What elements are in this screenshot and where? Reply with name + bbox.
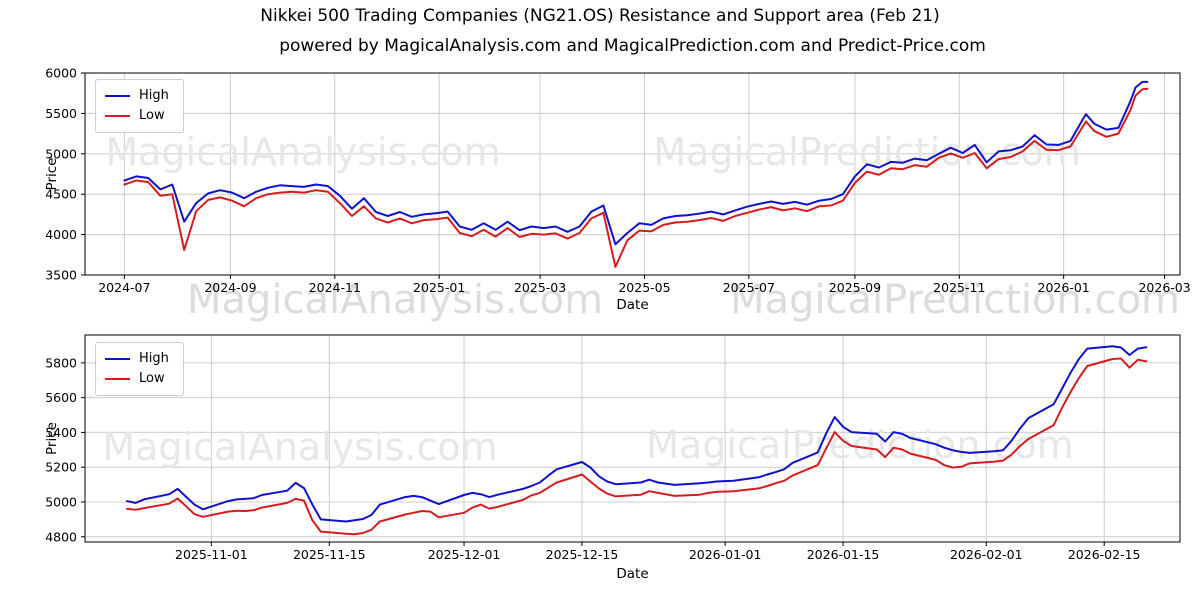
x-tick-label: 2026-01-01 xyxy=(689,547,762,562)
x-tick-label: 2025-01 xyxy=(413,280,465,295)
chart-price-history-full: MagicalAnalysis.com MagicalPrediction.com… xyxy=(44,66,1191,314)
legend-entry-low: Low xyxy=(105,106,169,126)
x-tick-label: 2024-09 xyxy=(204,280,256,295)
watermark-text: MagicalAnalysis.com xyxy=(105,130,500,174)
legend-line-swatch xyxy=(105,378,130,380)
x-tick-label: 2025-11-01 xyxy=(175,547,248,562)
x-axis-label: Date xyxy=(616,297,648,313)
tick-labels: 2025-11-01 2025-11-15 2025-12-01 2025-12-15… xyxy=(45,355,1140,562)
high-line xyxy=(123,80,1149,246)
y-tick-label: 6000 xyxy=(45,66,77,81)
watermark-text: MagicalAnalysis.com xyxy=(187,277,603,323)
y-tick-label: 5000 xyxy=(45,146,77,161)
legend-label: High xyxy=(139,351,169,366)
x-tick-label: 2026-03 xyxy=(1138,280,1190,295)
x-tick-label: 2024-07 xyxy=(98,280,150,295)
legend-line-swatch xyxy=(105,358,130,360)
legend-line-swatch xyxy=(105,115,130,117)
y-tick-label: 5500 xyxy=(45,106,77,121)
y-tick-label: 4800 xyxy=(45,529,77,544)
y-tick-label: 5200 xyxy=(45,460,77,475)
x-tick-label: 2025-12-01 xyxy=(428,547,501,562)
x-axis-label: Date xyxy=(616,566,648,582)
legend-label: Low xyxy=(139,108,165,123)
tick-labels: 2024-07 2024-09 2024-11 2025-01 2025-03 2025-… xyxy=(45,66,1191,296)
y-axis-label: Price xyxy=(44,158,60,191)
y-tick-label: 5800 xyxy=(45,355,77,370)
watermark-text: MagicalPrediction.com xyxy=(730,277,1180,323)
low-line xyxy=(123,87,1149,268)
legend-entry-high: High xyxy=(105,349,169,369)
figure-subtitle: powered by MagicalAnalysis.com and Magic… xyxy=(279,36,986,56)
watermark-text: MagicalPrediction.com xyxy=(653,130,1081,174)
y-tick-label: 5600 xyxy=(45,390,77,405)
high-line xyxy=(126,345,1148,523)
plot-watermarks: MagicalAnalysis.com MagicalPrediction.com xyxy=(102,423,1073,469)
y-axis-label: Price xyxy=(44,422,60,455)
legend-entry-high: High xyxy=(105,86,169,106)
y-tick-label: 4000 xyxy=(45,227,77,242)
plot-watermarks: MagicalAnalysis.com MagicalPrediction.com xyxy=(105,130,1080,174)
grid xyxy=(85,72,1180,276)
chart-price-recent-detail: MagicalAnalysis.com MagicalPrediction.com… xyxy=(44,334,1181,582)
between-row-watermarks: MagicalAnalysis.com MagicalPrediction.com xyxy=(187,277,1180,323)
x-tick-label: 2026-01 xyxy=(1038,280,1090,295)
x-tick-label: 2026-02-01 xyxy=(950,547,1023,562)
plot-frame xyxy=(84,72,1181,276)
watermark-text: MagicalPrediction.com xyxy=(646,423,1074,467)
low-line xyxy=(126,357,1148,536)
watermark-text: MagicalAnalysis.com xyxy=(102,425,497,469)
x-tick-label: 2024-11 xyxy=(309,280,361,295)
legend: High Low xyxy=(95,342,184,396)
y-tick-label: 3500 xyxy=(45,268,77,283)
x-tick-label: 2025-07 xyxy=(723,280,775,295)
x-tick-label: 2025-11 xyxy=(933,280,985,295)
x-tick-label: 2026-01-15 xyxy=(807,547,880,562)
legend: High Low xyxy=(95,79,184,133)
y-tick-label: 4500 xyxy=(45,187,77,202)
legend-entry-low: Low xyxy=(105,369,169,389)
x-tick-label: 2025-03 xyxy=(514,280,566,295)
y-tick-label: 5400 xyxy=(45,425,77,440)
x-tick-label: 2025-11-15 xyxy=(293,547,366,562)
legend-label: High xyxy=(139,88,169,103)
x-tick-label: 2026-02-15 xyxy=(1068,547,1141,562)
grid xyxy=(85,335,1180,542)
y-tick-label: 5000 xyxy=(45,494,77,509)
legend-line-swatch xyxy=(105,95,130,97)
x-tick-label: 2025-05 xyxy=(618,280,670,295)
figure-title: Nikkei 500 Trading Companies (NG21.OS) R… xyxy=(260,6,940,26)
plot-frame xyxy=(84,334,1181,543)
legend-label: Low xyxy=(139,371,165,386)
x-tick-label: 2025-09 xyxy=(829,280,881,295)
x-tick-label: 2025-12-15 xyxy=(546,547,619,562)
